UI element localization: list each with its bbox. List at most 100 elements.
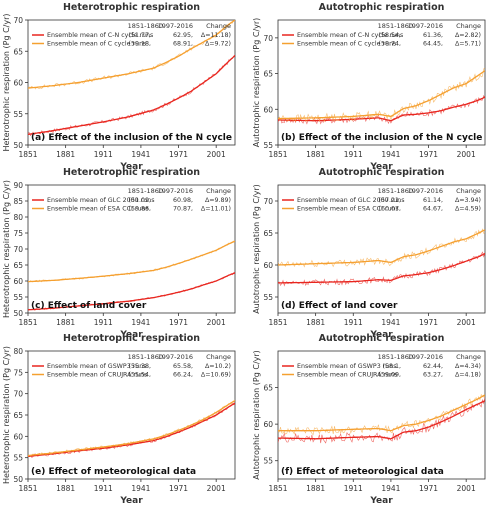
series-group <box>28 240 235 311</box>
y-tick-label: 65 <box>263 229 273 238</box>
legend-label: Ensemble mean of ESA CCI runs <box>297 206 399 213</box>
legend-value-change: Δ=5.71) <box>455 41 481 48</box>
series-annual-red <box>28 54 235 137</box>
series-trend-red <box>278 252 485 284</box>
legend-header-change: Change <box>456 22 481 30</box>
panel-caption: (e) Effect of meteorological data <box>31 467 196 477</box>
legend-header-period2: 1997-2016 <box>158 353 193 361</box>
legend-header-period1: 1851-1860 <box>378 187 413 195</box>
legend-value-change: Δ=11.18) <box>201 32 231 39</box>
x-tick-label: 1881 <box>306 318 325 327</box>
y-tick-label: 70 <box>263 197 273 206</box>
legend-value-change: Δ=10.2) <box>205 363 231 370</box>
legend-header-change: Change <box>206 353 231 361</box>
legend-label: Ensemble mean of GSWP3 runs <box>47 363 147 370</box>
y-tick-label: 55 <box>263 457 273 466</box>
panel-d: Autotrophic respiration 55 60 65 70 1851 1881 1… <box>252 167 486 340</box>
legend-value-p2: 70.87, <box>173 206 193 213</box>
x-axis-label: Year <box>369 496 393 506</box>
panel-e: Heterotrophic respiration 50 55 60 65 70 75 80 1… <box>2 333 236 506</box>
legend-label: Ensemble mean of GSWP3 runs <box>297 363 397 370</box>
legend-value-p1: (58.54, <box>379 32 402 39</box>
series-group <box>278 393 485 444</box>
y-tick-label: 60 <box>13 432 23 441</box>
panel-title: Autotrophic respiration <box>319 167 445 178</box>
panel-caption: (a) Effect of the inclusion of the N cyc… <box>31 133 232 143</box>
legend-value-p2: 65.58, <box>173 363 193 370</box>
y-tick-label: 75 <box>13 368 23 377</box>
y-tick-label: 60 <box>263 261 273 270</box>
x-tick-label: 1851 <box>18 318 37 327</box>
legend-value-p1: (55.38, <box>129 363 152 370</box>
panel-title: Autotrophic respiration <box>319 2 445 13</box>
x-tick-label: 1911 <box>94 484 113 493</box>
x-axis-label: Year <box>369 162 393 172</box>
legend-value-change: Δ=9.72) <box>205 41 231 48</box>
legend-header-period1: 1851-1860 <box>378 353 413 361</box>
legend-header-period2: 1997-2016 <box>408 22 443 30</box>
y-tick-label: 55 <box>13 454 23 463</box>
x-tick-label: 1971 <box>169 318 188 327</box>
series-group <box>278 67 485 125</box>
legend-header-period1: 1851-1860 <box>378 22 413 30</box>
legend-value-p2: 61.14, <box>423 197 443 204</box>
legend-value-p2: 62.44, <box>423 363 443 370</box>
legend-value-change: Δ=3.94) <box>455 197 481 204</box>
legend-value-p1: (59.09, <box>379 372 402 379</box>
series-annual-orange <box>28 20 235 90</box>
y-tick-label: 90 <box>13 181 23 190</box>
legend-value-change: Δ=10.69) <box>201 372 231 379</box>
plot-frame <box>27 184 236 314</box>
legend-value-p2: 60.98, <box>173 197 193 204</box>
series-annual-red <box>278 397 485 444</box>
legend-value-change: Δ=2.82) <box>455 32 481 39</box>
series-group <box>28 399 235 458</box>
legend-value-change: Δ=4.18) <box>455 372 481 379</box>
x-tick-label: 1911 <box>344 150 363 159</box>
series-annual-red <box>278 251 485 287</box>
panel-title: Heterotrophic respiration <box>63 2 200 13</box>
legend-value-p1: (59.18, <box>129 41 152 48</box>
series-trend-red <box>278 400 485 440</box>
series-annual-red <box>28 402 235 458</box>
plot-frame <box>27 350 236 480</box>
x-tick-label: 1911 <box>94 318 113 327</box>
x-tick-label: 1851 <box>18 484 37 493</box>
x-axis-label: Year <box>119 162 143 172</box>
x-tick-label: 2001 <box>457 150 476 159</box>
series-trend-orange <box>278 394 485 432</box>
x-tick-label: 2001 <box>207 484 226 493</box>
series-annual-orange <box>28 240 235 283</box>
x-tick-label: 1941 <box>381 150 400 159</box>
x-tick-label: 1851 <box>268 484 287 493</box>
x-tick-label: 1911 <box>344 318 363 327</box>
series-annual-orange <box>28 399 235 457</box>
y-tick-label: 50 <box>13 475 23 484</box>
panel-caption: (b) Effect of the inclusion of the N cyc… <box>281 133 482 143</box>
panel-f: Autotrophic respiration 55 60 65 1851 1881 191… <box>252 333 486 506</box>
legend-value-p1: (51.77, <box>129 32 152 39</box>
legend-header-period1: 1851-1860 <box>128 187 163 195</box>
x-tick-label: 2001 <box>457 318 476 327</box>
legend-value-p2: 62.95, <box>173 32 193 39</box>
x-tick-label: 1971 <box>419 484 438 493</box>
x-axis-label: Year <box>119 330 143 340</box>
x-tick-label: 1881 <box>56 484 75 493</box>
legend-value-p1: (55.54, <box>129 372 152 379</box>
x-tick-label: 2001 <box>207 318 226 327</box>
legend-header-change: Change <box>206 187 231 195</box>
legend-value-p2: 64.45, <box>423 41 443 48</box>
y-tick-label: 65 <box>13 411 23 420</box>
x-tick-label: 1971 <box>169 150 188 159</box>
legend-header-period1: 1851-1860 <box>128 353 163 361</box>
y-tick-label: 60 <box>13 79 23 88</box>
legend-value-change: Δ=4.34) <box>455 363 481 370</box>
y-tick-label: 55 <box>263 141 273 150</box>
plot-frame <box>277 19 486 146</box>
x-tick-label: 1941 <box>381 318 400 327</box>
legend-value-p1: (58.74, <box>379 41 402 48</box>
legend-header-change: Change <box>206 22 231 30</box>
